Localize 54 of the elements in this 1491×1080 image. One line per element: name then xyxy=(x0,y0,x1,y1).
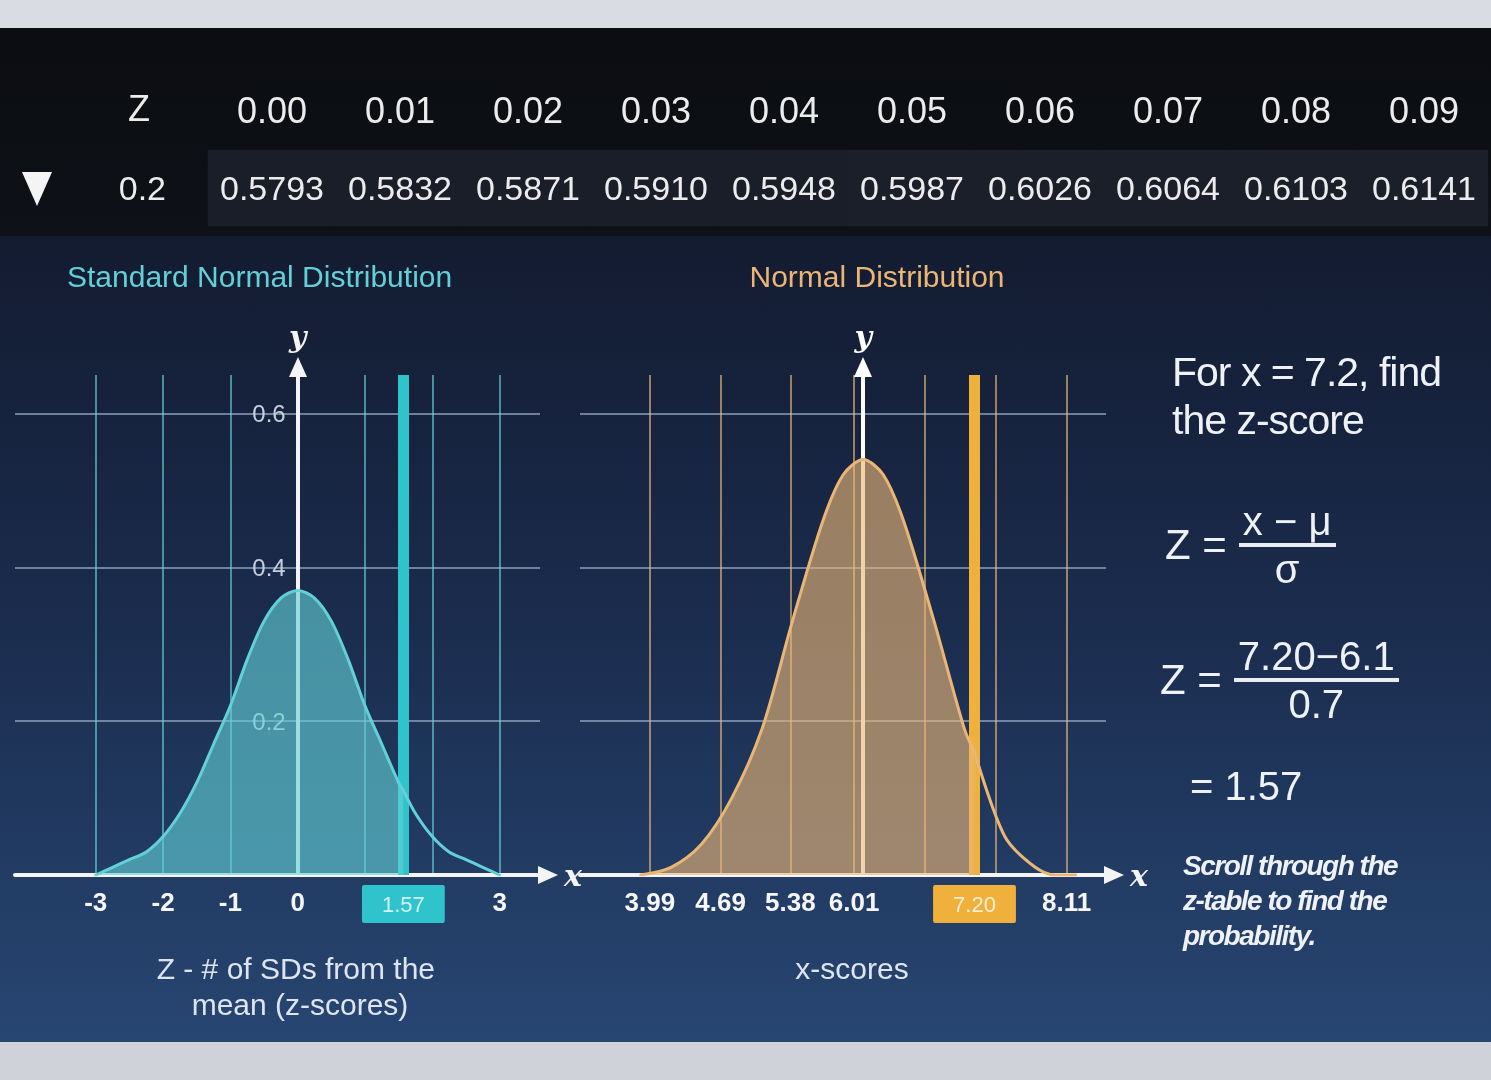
text: σ xyxy=(1274,547,1300,591)
x-tick-label: 0.01 xyxy=(364,89,436,131)
y-tick-label: 0.4 xyxy=(252,553,286,581)
y-tick-label: 0.2 xyxy=(252,707,286,735)
y-tick-label: 0.2 xyxy=(118,169,166,207)
text: Z = xyxy=(1160,656,1222,704)
chart-title: Standard Normal Distribution xyxy=(67,259,453,293)
x-tick-label: 0.00 xyxy=(236,89,308,131)
x-axis-title: x-scores xyxy=(795,951,909,985)
x-tick-label: 0.05 xyxy=(876,89,948,131)
y-axis-title: y xyxy=(853,318,875,354)
x-tick-label: 0.08 xyxy=(1260,89,1332,131)
data-label: 0.6141 xyxy=(1372,169,1476,207)
data-label: 0.5987 xyxy=(860,169,964,207)
x-tick-label: 4.69 xyxy=(695,887,746,917)
chart-title: Normal Distribution xyxy=(749,259,1005,293)
text: For x = 7.2, find the z-score xyxy=(1172,348,1442,444)
x-axis-title: Z - # of SDs from the mean (z-scores) xyxy=(156,951,444,1021)
x-tick-label: 0.07 xyxy=(1132,89,1204,131)
text: Z = xyxy=(1165,521,1227,569)
data-label: 0.5948 xyxy=(732,169,836,207)
ref-line-label: 7.20 xyxy=(953,891,996,917)
text: x − μ xyxy=(1238,499,1336,547)
data-label: 0.5793 xyxy=(220,169,324,207)
data-label: 0.6064 xyxy=(1116,169,1220,207)
x-tick-label: 0.02 xyxy=(492,89,564,131)
x-tick-label: 0.09 xyxy=(1388,89,1460,131)
text: 7.20−6.1 xyxy=(1233,634,1399,682)
data-label: 0.5871 xyxy=(476,169,580,207)
y-axis-title: y xyxy=(287,318,309,354)
x-tick-label: 3.99 xyxy=(624,887,676,917)
annotation: x xyxy=(563,857,583,893)
x-tick-label: 0.03 xyxy=(620,89,692,131)
x-tick-label: 6.01 xyxy=(828,887,880,917)
y-axis-title: Z xyxy=(128,87,150,129)
x-tick-label: 3 xyxy=(492,887,507,917)
x-tick-label: 5.38 xyxy=(765,887,816,917)
text: x xyxy=(1129,857,1149,893)
x-tick-label: -3 xyxy=(84,887,108,917)
text: = 1.57 xyxy=(1190,764,1303,809)
x-tick-label: 0 xyxy=(290,887,305,917)
text: 0.7 xyxy=(1288,682,1345,726)
y-tick-label: 0.6 xyxy=(252,399,286,427)
data-label: 0.5832 xyxy=(348,169,452,207)
x-tick-label: -1 xyxy=(218,887,242,917)
ref-line-label: 1.57 xyxy=(381,891,425,917)
x-tick-label: 0.06 xyxy=(1004,89,1076,131)
data-label: 0.6026 xyxy=(988,169,1092,207)
x-tick-label: -2 xyxy=(151,887,175,917)
x-tick-label: 8.11 xyxy=(1041,887,1092,917)
text: Scroll through the z-table to find the probability. xyxy=(1183,849,1399,953)
x-tick-label: 0.04 xyxy=(748,89,820,131)
data-label: 0.6103 xyxy=(1244,169,1348,207)
data-label: 0.5910 xyxy=(604,169,708,207)
